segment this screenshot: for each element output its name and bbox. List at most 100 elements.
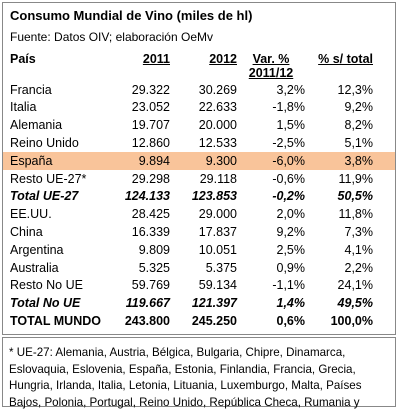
table-row: Italia 23.052 22.633 -1,8% 9,2%: [3, 99, 395, 117]
subheader-cell: 2011/12: [237, 66, 305, 81]
table-cell: 9.300: [170, 151, 237, 170]
table-row: Total No UE 119.667 121.397 1,4% 49,5%: [3, 294, 395, 312]
table-cell: 30.269: [198, 82, 237, 97]
table-cell: 23.052: [131, 100, 170, 115]
table-cell: 0,6%: [276, 314, 306, 329]
table-cell: -0,6%: [272, 171, 305, 186]
table-cell: 29.000: [198, 207, 237, 222]
table-cell: 19.707: [131, 118, 170, 133]
column-header: 2011: [110, 48, 170, 66]
table-cell: -6,0%: [237, 151, 305, 170]
subheader-text: 2011/12: [248, 66, 294, 81]
table-cell: 1,4%: [276, 296, 306, 311]
table-cell: 100,0%: [330, 314, 373, 329]
source: Fuente: Datos OIV; elaboración OeMv: [10, 30, 213, 44]
table-cell: China: [10, 225, 43, 240]
table-cell: 7,3%: [344, 225, 374, 240]
table-cell: 12.860: [131, 136, 170, 151]
column-header-text: País: [10, 51, 36, 66]
table-row: TOTAL MUNDO 243.800 245.250 0,6% 100,0%: [3, 312, 395, 330]
table-panel: Consumo Mundial de Vino (miles de hl) Fu…: [2, 2, 396, 335]
table-cell: 59.134: [198, 278, 237, 293]
table-cell: 11,9%: [338, 171, 373, 186]
table-row: Australia 5.325 5.375 0,9% 2,2%: [3, 259, 395, 277]
table-cell: 22.633: [198, 100, 237, 115]
table-cell: 12,3%: [337, 82, 373, 97]
table-cell: 17.837: [198, 225, 237, 240]
table-row: Alemania 19.707 20.000 1,5% 8,2%: [3, 116, 395, 134]
table-cell: 10.051: [198, 242, 237, 257]
table-cell: 2,5%: [276, 242, 306, 257]
table-cell: Argentina: [10, 242, 64, 257]
table-cell: 124.133: [124, 189, 170, 204]
column-header-text: 2012: [209, 51, 237, 66]
table-cell: 50,5%: [337, 189, 373, 204]
table-cell: 119.667: [125, 296, 170, 311]
column-header: Var. %: [237, 48, 305, 66]
table-row: Francia 29.322 30.269 3,2% 12,3%: [3, 81, 395, 99]
title: Consumo Mundial de Vino (miles de hl): [10, 8, 253, 23]
table-cell: -1,8%: [272, 100, 305, 115]
table-cell: 29.118: [199, 171, 237, 186]
table-cell: TOTAL MUNDO: [10, 314, 101, 329]
table-cell: 121.397: [191, 296, 237, 311]
table-cell: -1,1%: [272, 278, 305, 293]
table-cell: 3,2%: [276, 82, 306, 97]
table-cell: 5.325: [138, 260, 170, 275]
table-cell: -2,5%: [272, 136, 305, 151]
subheader-cell: [110, 66, 170, 81]
table-row: Resto UE-27* 29.298 29.118 -0,6% 11,9%: [3, 170, 395, 188]
table-cell: 8,2%: [344, 118, 374, 133]
table-cell: 29.322: [131, 82, 170, 97]
table-cell: 245.250: [191, 314, 237, 329]
footnote: * UE-27: Alemania, Austria, Bélgica, Bul…: [2, 337, 396, 409]
table-row: Resto No UE 59.769 59.134 -1,1% 24,1%: [3, 277, 395, 295]
table-cell: Alemania: [10, 118, 63, 133]
table-cell: 59.769: [131, 278, 170, 293]
table-cell: 3,8%: [305, 151, 395, 170]
table-cell: 5,1%: [344, 136, 374, 151]
column-header: 2012: [170, 48, 237, 66]
subheader-cell: [3, 66, 110, 81]
table-cell: 12.533: [198, 136, 237, 151]
table-cell: Italia: [10, 100, 37, 115]
table-cell: 16.339: [131, 225, 170, 240]
table-cell: 0,9%: [276, 260, 306, 275]
table-row: España 9.894 9.300 -6,0% 3,8%: [3, 151, 395, 170]
table-cell: 29.298: [131, 171, 170, 186]
table-cell: 9.809: [138, 242, 170, 257]
table-cell: 9,2%: [344, 100, 374, 115]
table-row: EE.UU. 28.425 29.000 2,0% 11,8%: [3, 205, 395, 223]
table-cell: 4,1%: [344, 242, 374, 257]
column-header: % s/ total: [305, 48, 395, 66]
table-cell: Resto UE-27*: [10, 171, 87, 186]
column-header: País: [3, 48, 110, 66]
table-cell: 11,8%: [338, 207, 373, 222]
header-row: País 2011 2012 Var. % % s/ total: [3, 48, 395, 66]
subheader-cell: [305, 66, 395, 81]
table-cell: 9,2%: [276, 225, 306, 240]
table-cell: Total UE-27: [10, 189, 79, 204]
table-cell: 20.000: [198, 118, 237, 133]
table-cell: Francia: [10, 82, 52, 97]
table-cell: Australia: [10, 260, 59, 275]
table-cell: 24,1%: [337, 278, 373, 293]
table-cell: 123.853: [191, 189, 237, 204]
subheader-row: 2011/12: [3, 66, 395, 81]
table-cell: 2,2%: [344, 260, 374, 275]
table-row: China 16.339 17.837 9,2% 7,3%: [3, 223, 395, 241]
column-header-text: % s/ total: [318, 51, 373, 66]
table-cell: España: [3, 151, 110, 170]
table-row: Reino Unido 12.860 12.533 -2,5% 5,1%: [3, 134, 395, 152]
table-cell: 5.375: [205, 260, 237, 275]
column-header-text: Var. %: [252, 51, 290, 66]
table-cell: 243.800: [124, 314, 170, 329]
subheader-cell: [170, 66, 237, 81]
data-table: País 2011 2012 Var. %% s/ total 2011/12 Franc…: [3, 48, 395, 330]
table-cell: 49,5%: [337, 296, 373, 311]
table-cell: Reino Unido: [10, 136, 79, 151]
table-cell: 28.425: [131, 207, 170, 222]
table-cell: Total No UE: [10, 296, 81, 311]
column-header-text: 2011: [142, 51, 170, 66]
